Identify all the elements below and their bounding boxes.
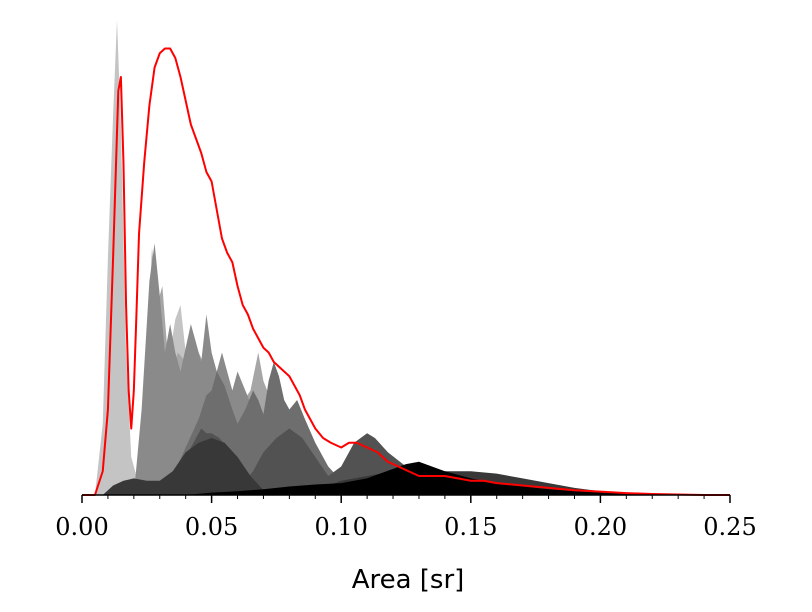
area-series-4 bbox=[82, 362, 730, 495]
area-series-6 bbox=[82, 438, 730, 495]
series-layer bbox=[82, 20, 730, 496]
area-series-7 bbox=[82, 461, 730, 495]
area-series-3 bbox=[82, 243, 730, 495]
x-tick-label: 0.15 bbox=[444, 513, 497, 541]
x-tick-label: 0.25 bbox=[703, 513, 756, 541]
x-tick-label: 0.05 bbox=[185, 513, 238, 541]
x-tick-label: 0.00 bbox=[55, 513, 108, 541]
line-series bbox=[82, 47, 730, 496]
x-axis-title: Area [sr] bbox=[352, 565, 465, 595]
x-tick-label: 0.10 bbox=[314, 513, 367, 541]
x-tick-label: 0.20 bbox=[574, 513, 627, 541]
x-ticks: 0.00 0.05 0.10 0.15 0.20 0.25 bbox=[55, 495, 757, 541]
